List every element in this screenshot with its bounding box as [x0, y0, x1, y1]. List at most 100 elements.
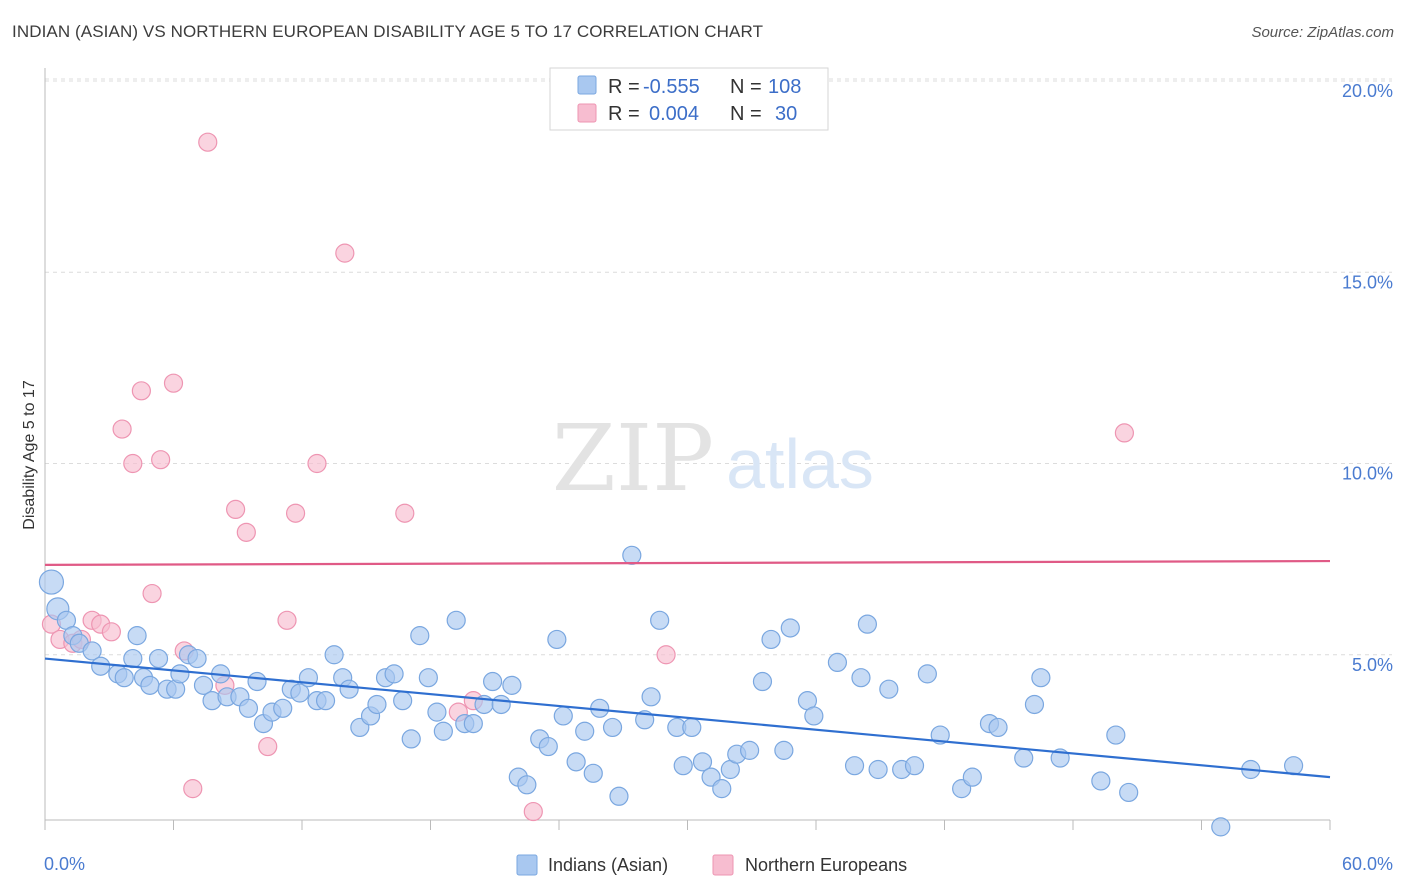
point-indians-asian [622, 545, 642, 565]
point-indians-asian [290, 683, 310, 703]
point-indians-asian [547, 629, 567, 650]
point-indians-asian [740, 740, 760, 760]
point-indians-asian [446, 610, 466, 630]
point-northern-europeans [131, 381, 151, 401]
point-indians-asian [187, 648, 207, 669]
legend-label-northern-europeans: Northern Europeans [745, 855, 907, 875]
point-indians-asian [804, 706, 824, 726]
point-indians-asian [91, 656, 111, 676]
correlation-legend: R = -0.555 N = 108 R = 0.004 N = 30 [549, 67, 829, 131]
point-indians-asian [114, 668, 134, 688]
point-northern-europeans [277, 610, 297, 630]
legend-swatch-pink [577, 103, 597, 123]
point-indians-asian [393, 691, 413, 711]
point-indians-asian [1024, 694, 1045, 715]
point-indians-asian [82, 641, 102, 661]
grid [45, 78, 1392, 656]
chart-title: INDIAN (ASIAN) VS NORTHERN EUROPEAN DISA… [12, 22, 764, 41]
legend-r-label: R = [608, 103, 640, 125]
point-northern-europeans [151, 450, 171, 470]
point-northern-europeans [123, 453, 143, 474]
point-indians-asian [433, 721, 453, 741]
point-indians-asian [38, 569, 65, 595]
point-northern-europeans [656, 645, 676, 665]
point-indians-asian [868, 759, 888, 780]
point-indians-asian [517, 775, 537, 795]
point-indians-asian [1091, 771, 1111, 791]
series-legend: Indians (Asian) Northern Europeans [516, 854, 907, 876]
point-indians-asian [752, 671, 773, 692]
point-indians-asian [1119, 782, 1139, 803]
point-northern-europeans [1114, 423, 1135, 443]
point-indians-asian [127, 626, 147, 646]
point-northern-europeans [198, 132, 218, 152]
point-indians-asian [123, 648, 143, 669]
point-indians-asian [491, 694, 511, 715]
point-indians-asian [427, 702, 447, 722]
point-indians-asian [324, 645, 344, 665]
point-indians-asian [851, 668, 871, 688]
point-northern-europeans [258, 736, 278, 757]
series-northern-europeans-points [41, 132, 1135, 822]
point-indians-asian [1031, 668, 1051, 688]
point-indians-asian [879, 679, 899, 699]
legend-r-value: 0.004 [649, 103, 699, 125]
x-tick-label: 60.0% [1342, 854, 1393, 874]
point-indians-asian [673, 756, 693, 776]
point-indians-asian [410, 626, 430, 646]
point-indians-asian [904, 756, 925, 776]
point-northern-europeans [307, 453, 327, 474]
point-indians-asian [917, 664, 937, 684]
point-northern-europeans [226, 499, 246, 519]
axes [44, 68, 1331, 830]
point-indians-asian [988, 717, 1008, 738]
y-tick-label: 20.0% [1342, 81, 1393, 101]
point-indians-asian [774, 740, 794, 760]
point-indians-asian [339, 679, 359, 699]
legend-r-value: -0.555 [643, 76, 700, 98]
point-indians-asian [780, 618, 800, 638]
y-axis-label: Disability Age 5 to 17 [21, 380, 38, 530]
source-label: Source: ZipAtlas.com [1251, 24, 1394, 41]
legend-n-label: N = [730, 103, 762, 125]
point-indians-asian [148, 648, 169, 669]
point-northern-europeans [163, 373, 184, 393]
point-indians-asian [692, 752, 713, 772]
point-indians-asian [483, 671, 503, 692]
point-indians-asian [538, 736, 558, 757]
point-indians-asian [962, 767, 982, 787]
series-indians-asian-points [38, 545, 1304, 837]
legend-r-label: R = [608, 76, 640, 98]
point-northern-europeans [335, 243, 355, 263]
point-indians-asian [273, 698, 293, 718]
y-tick-label: 10.0% [1342, 464, 1393, 484]
tick-labels: 5.0% 10.0% 15.0% 20.0% 0.0% 60.0% [44, 81, 1393, 874]
point-indians-asian [827, 652, 848, 673]
point-indians-asian [609, 786, 629, 806]
x-tick-label: 0.0% [44, 854, 85, 874]
point-indians-asian [844, 756, 865, 776]
point-indians-asian [193, 675, 214, 695]
point-indians-asian [502, 675, 522, 695]
point-indians-asian [857, 614, 878, 634]
watermark-atlas: atlas [726, 425, 874, 503]
point-indians-asian [566, 752, 586, 772]
point-northern-europeans [142, 583, 162, 604]
watermark: ZIP atlas [552, 405, 874, 512]
point-indians-asian [418, 668, 438, 688]
point-indians-asian [761, 629, 781, 650]
point-indians-asian [384, 664, 404, 684]
point-indians-asian [1014, 748, 1034, 768]
legend-swatch-indians-asian [516, 854, 538, 876]
point-indians-asian [1283, 756, 1304, 776]
point-indians-asian [641, 687, 661, 707]
point-indians-asian [247, 671, 267, 692]
y-tick-label: 5.0% [1352, 655, 1393, 675]
point-indians-asian [575, 721, 595, 741]
point-northern-europeans [101, 622, 121, 642]
point-northern-europeans [112, 419, 132, 439]
point-indians-asian [315, 691, 336, 711]
legend-n-label: N = [730, 76, 762, 98]
point-northern-europeans [236, 522, 256, 542]
